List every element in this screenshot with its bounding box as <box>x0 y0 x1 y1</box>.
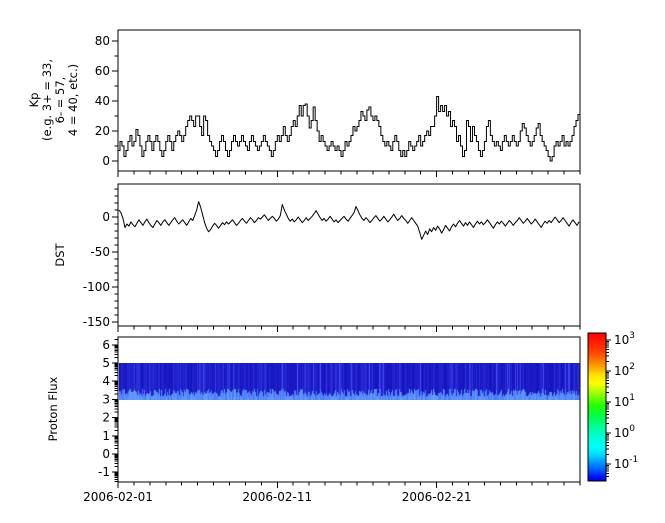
y-axis-ticks <box>112 188 118 323</box>
dst-axis-label: DST <box>53 243 67 267</box>
y-tick-label: 60 <box>95 64 110 78</box>
y-tick-label: -50 <box>90 245 110 259</box>
y-tick-label: 0 <box>102 447 110 461</box>
y-tick-label: -150 <box>83 315 110 329</box>
y-tick-label: 40 <box>95 94 110 108</box>
y-axis-ticks <box>112 40 118 162</box>
y-tick-label: 1 <box>102 429 110 443</box>
x-axis-labels: 2006-02-01 2006-02-11 2006-02-21 <box>83 490 471 504</box>
y-tick-label: 20 <box>95 124 110 138</box>
y-tick-label: 0 <box>102 154 110 168</box>
colorbar-tick-label: 101 <box>614 393 635 409</box>
x-tick-label: 2006-02-01 <box>83 490 153 504</box>
kp-panel: 0 20 40 60 80 <box>95 29 581 177</box>
y-tick-label: 5 <box>102 356 110 370</box>
y-tick-label: 4 <box>102 374 110 388</box>
y-tick-label: 2 <box>102 411 110 425</box>
proton-flux-panel: -1 0 1 2 3 4 5 6 <box>98 336 581 488</box>
dst-line <box>118 201 580 240</box>
proton-flux-axis-label: Proton Flux <box>46 376 60 442</box>
kp-axis-label: Kp (e.g. 3+ = 33, 6- = 57, 4 = 40, etc.) <box>27 58 80 142</box>
colorbar: 103 102 101 100 10-1 <box>587 331 638 482</box>
colorbar-gradient <box>588 333 606 481</box>
x-axis-ticks <box>117 482 581 488</box>
dst-panel: 0 -50 -100 -150 <box>83 183 581 332</box>
colorbar-tick-label: 100 <box>614 424 635 440</box>
x-tick-label: 2006-02-11 <box>242 490 312 504</box>
x-axis-ticks <box>117 326 581 332</box>
y-tick-label: 0 <box>102 210 110 224</box>
y-tick-label: 3 <box>102 392 110 406</box>
y-axis-ticks <box>112 338 118 483</box>
x-axis-ticks <box>117 171 581 177</box>
colorbar-tick-label: 10-1 <box>614 455 638 471</box>
colorbar-tick-label: 103 <box>614 331 635 347</box>
kp-step-line <box>118 96 580 162</box>
y-tick-label: -1 <box>98 465 110 479</box>
x-tick-label: 2006-02-21 <box>402 490 472 504</box>
y-tick-label: 6 <box>102 338 110 352</box>
proton-flux-band <box>119 363 580 400</box>
y-tick-label: -100 <box>83 280 110 294</box>
colorbar-tick-label: 102 <box>614 362 635 378</box>
y-tick-label: 80 <box>95 34 110 48</box>
